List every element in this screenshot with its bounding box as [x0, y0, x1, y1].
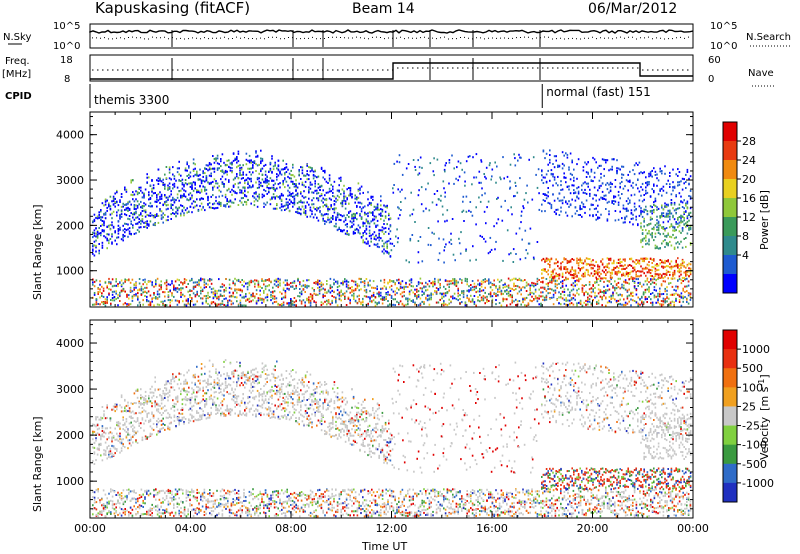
colorbar-tick: 25 [742, 400, 756, 413]
freq-panel [89, 54, 694, 82]
power-colorbar-label: Power [dB] [758, 190, 771, 250]
cpid-track: themis 3300 normal (fast) 151 [89, 84, 651, 108]
colorbar-swatch [723, 198, 737, 218]
colorbar-swatch [723, 217, 737, 237]
nsky-trace [89, 29, 694, 47]
velocity-panel-frame [89, 319, 694, 519]
nsky-tick-high: 10^5 [53, 21, 80, 32]
ytick-label: 1000 [56, 475, 84, 488]
colorbar-tick: 100 [742, 381, 763, 394]
freq-unit: [MHz] [2, 69, 31, 80]
colorbar-tick: -500 [742, 458, 767, 471]
ytick-label: 1000 [56, 265, 84, 278]
ytick-label: 2000 [56, 429, 84, 442]
power-colorbar: 28 24 20 16 12 8 4 [722, 121, 756, 294]
colorbar-tick: -1000 [742, 477, 774, 490]
colorbar-swatch [723, 160, 737, 180]
velocity-axes: 1000 2000 3000 4000 00:00 04:00 08:00 12:00 16:0… [56, 320, 709, 535]
time-axis-label: Time UT [361, 540, 407, 553]
freq-tick-high: 18 [60, 55, 73, 66]
power-heatmap-cells [92, 149, 692, 307]
beam-title: Beam 14 [352, 1, 415, 17]
colorbar-swatch [723, 444, 737, 465]
velocity-colorbar-label: Velocity [m s-1] [757, 374, 771, 460]
power-ylabel: Slant Range [km] [31, 204, 44, 300]
colorbar-tick: 12 [742, 211, 756, 224]
nave-label: Nave [748, 68, 774, 79]
freq-trace [90, 58, 693, 80]
velocity-colorbar-exp: -1 [757, 379, 766, 387]
ytick-label: 4000 [56, 337, 84, 350]
colorbar-swatch [723, 463, 737, 484]
date-title: 06/Mar/2012 [588, 1, 677, 17]
velocity-colorbar: 1000 500 100 25 -25 -100 -500 -1000 [722, 329, 774, 503]
ytick-label: 3000 [56, 174, 84, 187]
cpid-segment-1: themis 3300 [94, 93, 169, 107]
nave-tick-low: 0 [708, 74, 714, 85]
colorbar-swatch [723, 349, 737, 369]
nsearch-label: N.Search [746, 32, 791, 43]
power-axes: 1000 2000 3000 4000 [56, 112, 694, 308]
nsky-tick-low: 10^0 [53, 41, 80, 52]
ytick-label: 4000 [56, 129, 84, 142]
colorbar-tick: 20 [742, 173, 756, 186]
cpid-segment-2: normal (fast) 151 [546, 85, 650, 99]
colorbar-swatch [723, 179, 737, 199]
xtick-label: 12:00 [376, 522, 408, 535]
velocity-colorbar-label-main: Velocity [758, 416, 771, 460]
colorbar-swatch [723, 368, 737, 388]
colorbar-swatch [723, 387, 737, 407]
colorbar-tick: 28 [742, 135, 756, 148]
xtick-label: 20:00 [577, 522, 609, 535]
velocity-colorbar-close: ] [758, 374, 771, 378]
colorbar-tick: 8 [742, 230, 749, 243]
nsearch-tick-high: 10^5 [710, 21, 737, 32]
velocity-ylabel: Slant Range [km] [31, 416, 44, 512]
xtick-label: 08:00 [275, 522, 307, 535]
colorbar-tick: 24 [742, 154, 756, 167]
colorbar-tick: 1000 [742, 343, 770, 356]
colorbar-tick: -25 [742, 420, 760, 433]
colorbar-swatch [723, 141, 737, 161]
station-title: Kapuskasing (fitACF) [95, 0, 250, 17]
colorbar-swatch [723, 274, 737, 294]
nsky-label: N.Sky [3, 32, 31, 43]
ytick-label: 3000 [56, 383, 84, 396]
colorbar-swatch [723, 482, 737, 503]
colorbar-tick: 16 [742, 192, 756, 205]
colorbar-swatch [723, 330, 737, 350]
freq-tick-low: 8 [64, 74, 70, 85]
colorbar-tick: 4 [742, 249, 749, 262]
colorbar-swatch [723, 425, 737, 446]
colorbar-swatch [723, 406, 737, 427]
colorbar-swatch [723, 255, 737, 275]
ytick-label: 2000 [56, 219, 84, 232]
velocity-heatmap-cells [92, 359, 692, 518]
xtick-label: 00:00 [677, 522, 709, 535]
cpid-label: CPID [5, 91, 32, 102]
colorbar-tick: -100 [742, 439, 767, 452]
xtick-label: 00:00 [74, 522, 106, 535]
xtick-label: 04:00 [175, 522, 207, 535]
velocity-colorbar-unit: [m s [758, 386, 771, 411]
xtick-label: 16:00 [476, 522, 508, 535]
colorbar-tick: 500 [742, 362, 763, 375]
colorbar-swatch [723, 236, 737, 256]
nave-tick-high: 60 [708, 55, 721, 66]
colorbar-swatch [723, 122, 737, 142]
nsky-panel [89, 23, 694, 49]
freq-label: Freq. [5, 56, 30, 67]
nsearch-tick-low: 10^0 [710, 41, 737, 52]
